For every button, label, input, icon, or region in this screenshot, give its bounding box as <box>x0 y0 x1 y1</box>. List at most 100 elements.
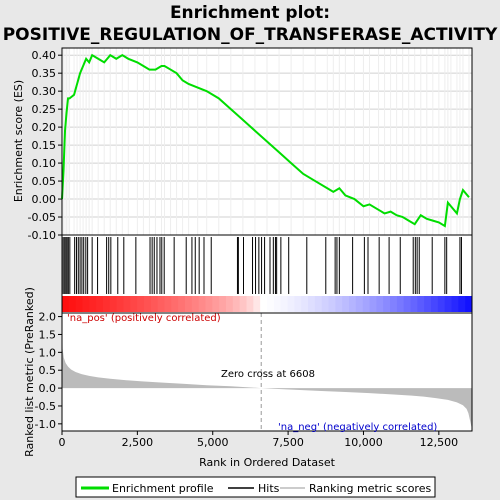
color-bar-segment <box>287 296 295 312</box>
zero-cross-label: Zero cross at 6608 <box>221 369 315 380</box>
color-bar-segment <box>164 296 172 312</box>
color-bar-segment <box>301 296 309 312</box>
color-bar-segment <box>89 296 97 312</box>
color-bar-segment <box>376 296 384 312</box>
es-y-tick-label: 0.30 <box>32 85 57 98</box>
color-bar-segment <box>321 296 329 312</box>
es-y-tick-label: -0.05 <box>28 211 56 224</box>
color-bar-segment <box>232 296 241 312</box>
color-bar-segment <box>178 296 186 312</box>
es-y-tick-label: 0.10 <box>32 157 57 170</box>
pos-correlated-label: 'na_pos' (positively correlated) <box>67 313 221 324</box>
es-y-tick-label: 0.35 <box>32 67 57 80</box>
metric-y-ticks: -1.0 -0.5 0.0 0.5 1.0 1.5 2.0 <box>35 311 62 431</box>
color-bar-segment <box>314 296 323 312</box>
color-bar-segment <box>103 296 111 312</box>
color-bar-segment <box>383 296 391 312</box>
color-bar-segment <box>308 296 316 312</box>
legend-label-hits: Hits <box>258 482 280 495</box>
color-bar-segment <box>185 296 193 312</box>
es-gridlines <box>61 48 472 236</box>
enrichment-profile-line <box>61 53 470 228</box>
color-bar-segment <box>273 296 282 312</box>
x-tick-label: 0 <box>59 436 66 449</box>
metric-y-tick-label: -0.5 <box>35 400 56 413</box>
color-bar-segment <box>191 296 200 312</box>
hits-panel <box>61 234 473 314</box>
color-bar-segment <box>424 296 432 312</box>
es-y-tick-label: 0.15 <box>32 139 57 152</box>
color-bar-segment <box>62 296 70 312</box>
color-bar-segment <box>198 296 206 312</box>
color-bar-segment <box>410 296 418 312</box>
x-tick-label: 2,500 <box>122 436 154 449</box>
color-bar-segment <box>246 296 254 312</box>
color-bar-segment <box>451 296 459 312</box>
metric-y-tick-label: -1.0 <box>35 418 56 431</box>
rank-color-bar <box>62 296 473 312</box>
metric-plot-area <box>62 313 472 431</box>
color-bar-segment <box>417 296 425 312</box>
legend-label-profile: Enrichment profile <box>112 482 214 495</box>
chart-title: Enrichment plot: <box>170 3 330 23</box>
es-y-tick-label: 0.40 <box>32 49 57 62</box>
x-tick-label: 7,500 <box>272 436 304 449</box>
color-bar-segment <box>82 296 90 312</box>
color-bar-segment <box>150 296 159 312</box>
color-bar-segment <box>123 296 131 312</box>
es-y-ticks: -0.10 -0.05 0.00 0.05 0.10 0.15 0.20 0.25 0.30 0.… <box>28 49 62 242</box>
es-y-axis-label: Enrichment score (ES) <box>12 80 25 202</box>
color-bar-segment <box>328 296 336 312</box>
color-bar-segment <box>144 296 152 312</box>
metric-y-tick-label: 2.0 <box>39 311 57 324</box>
es-y-tick-label: -0.10 <box>28 229 56 242</box>
color-bar-segment <box>396 296 405 312</box>
x-tick-label: 5,000 <box>197 436 229 449</box>
metric-y-tick-label: 0.5 <box>39 364 57 377</box>
color-bar-segment <box>458 296 466 312</box>
legend-box <box>75 476 436 498</box>
es-y-tick-label: 0.20 <box>32 121 57 134</box>
metric-x-ticks: 0 2,500 5,000 7,500 10,000 12,500 <box>59 431 459 449</box>
color-bar-segment <box>335 296 343 312</box>
chart-subtitle: POSITIVE_REGULATION_OF_TRANSFERASE_ACTIV… <box>3 25 498 45</box>
color-bar-segment <box>369 296 377 312</box>
neg-correlated-label: 'na_neg' (negatively correlated) <box>278 422 437 433</box>
color-bar-segment <box>362 296 370 312</box>
es-y-tick-label: 0.05 <box>32 175 57 188</box>
color-bar-segment <box>342 296 350 312</box>
x-tick-label: 12,500 <box>420 436 459 449</box>
color-bar-segment <box>253 296 261 312</box>
es-y-tick-label: 0.25 <box>32 103 57 116</box>
color-bar-segment <box>226 296 234 312</box>
color-bar-segment <box>349 296 357 312</box>
color-bar-segment <box>355 296 364 312</box>
color-bar-segment <box>267 296 275 312</box>
color-bar-segment <box>109 296 118 312</box>
metric-y-tick-label: 1.5 <box>39 328 57 341</box>
metric-y-tick-label: 0.0 <box>39 382 57 395</box>
enrichment-profile-panel: -0.10 -0.05 0.00 0.05 0.10 0.15 0.20 0.25 0.30 0.… <box>12 47 473 242</box>
color-bar-segment <box>96 296 104 312</box>
legend-label-metric: Ranking metric scores <box>309 482 431 495</box>
color-bar-segment <box>75 296 83 312</box>
x-tick-label: 10,000 <box>344 436 383 449</box>
color-bar-segment <box>260 296 268 312</box>
metric-y-tick-label: 1.0 <box>39 346 57 359</box>
color-bar-segment <box>437 296 446 312</box>
color-bar-segment <box>68 296 77 312</box>
color-bar-segment <box>137 296 145 312</box>
color-bar-segment <box>431 296 439 312</box>
x-axis-label: Rank in Ordered Dataset <box>199 456 336 469</box>
color-bar-segment <box>294 296 302 312</box>
color-bar-segment <box>212 296 220 312</box>
color-bar-segment <box>130 296 138 312</box>
ranking-metric-panel: -1.0 -0.5 0.0 0.5 1.0 1.5 2.0 0 2,500 5,000 7,500… <box>23 287 473 469</box>
metric-plot-frame <box>61 312 473 432</box>
color-bar-segment <box>444 296 452 312</box>
es-y-tick-label: 0.00 <box>32 193 57 206</box>
color-bar-segment <box>403 296 411 312</box>
color-bar-segment <box>390 296 398 312</box>
color-bar-segment <box>205 296 213 312</box>
